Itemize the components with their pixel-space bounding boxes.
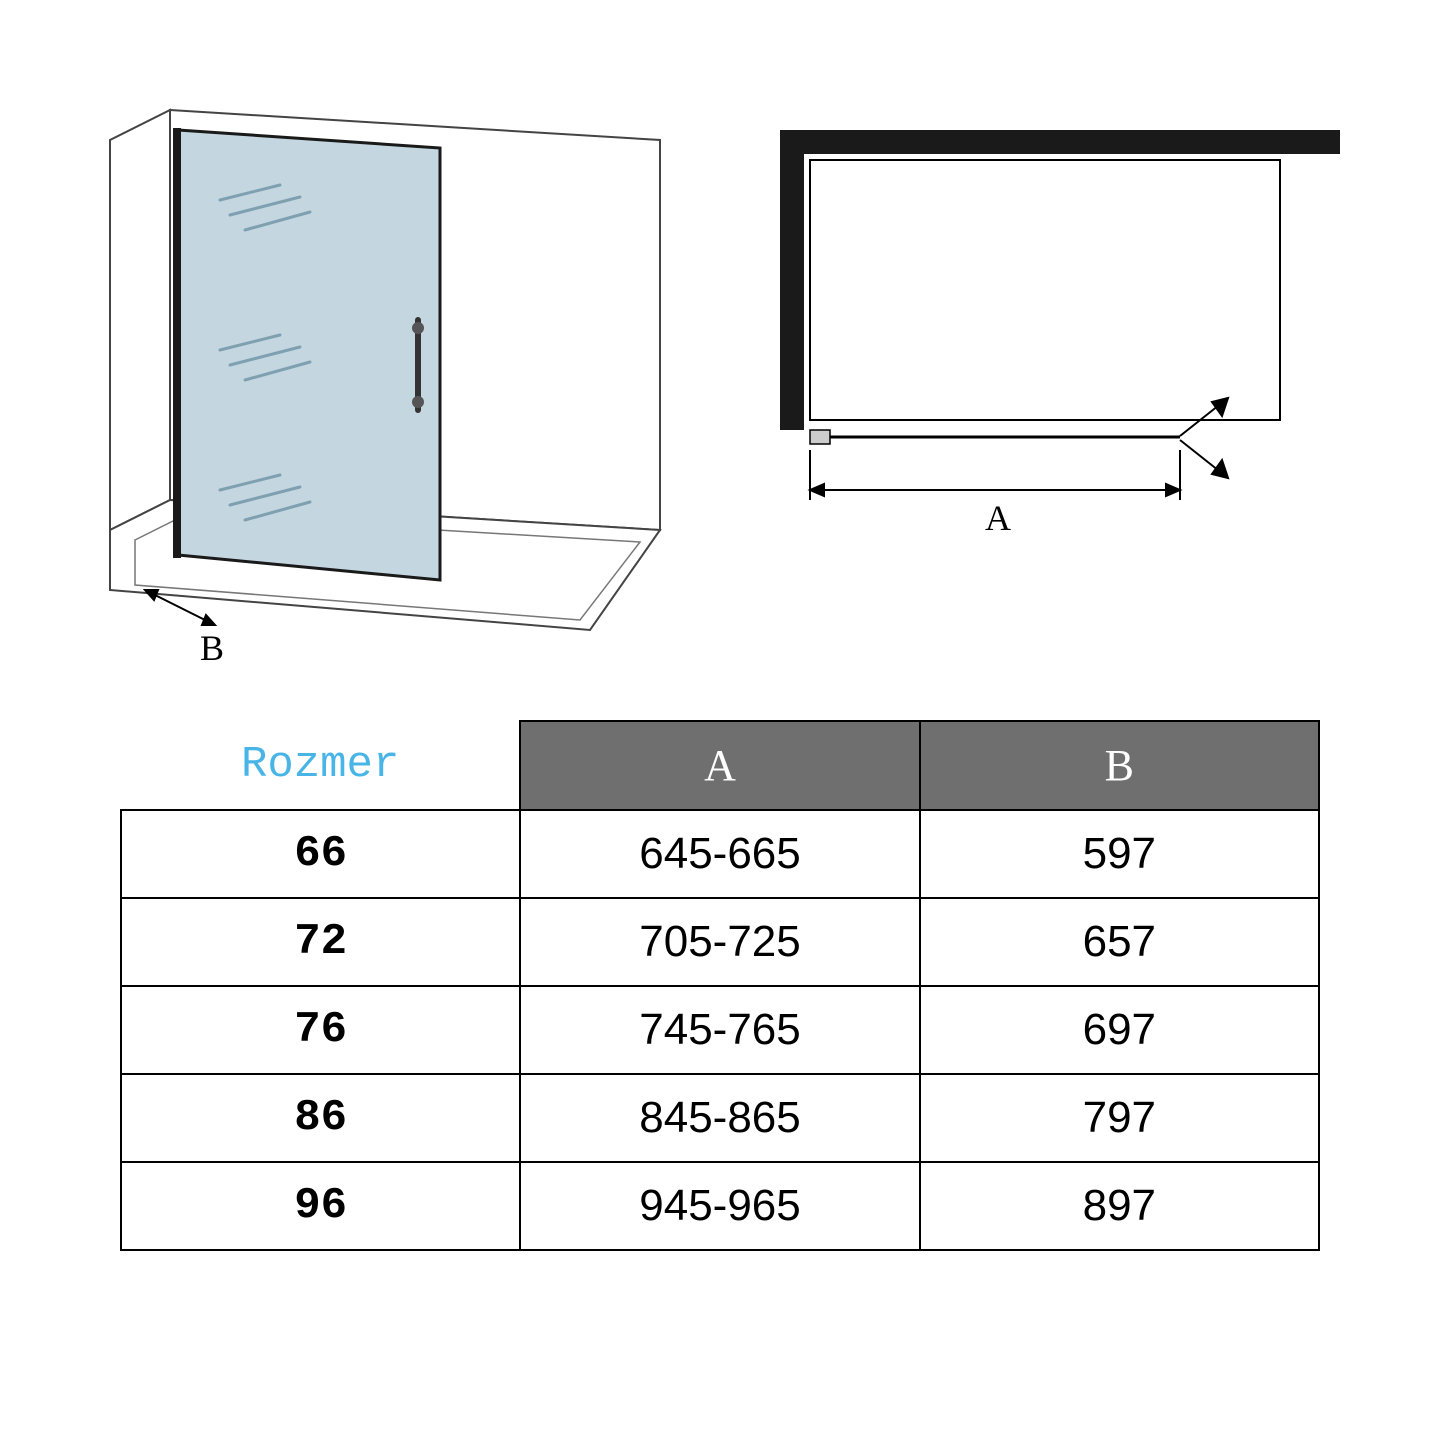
table-body: 66645-66559772705-72565776745-7656978684… (121, 810, 1319, 1250)
cell-b: 697 (920, 986, 1319, 1074)
cell-a: 845-865 (520, 1074, 919, 1162)
plan-dim-a (810, 450, 1180, 500)
cell-b: 657 (920, 898, 1319, 986)
cell-size: 72 (121, 898, 520, 986)
dimension-table: Rozmer A B 66645-66559772705-72565776745… (120, 720, 1320, 1251)
cell-b: 797 (920, 1074, 1319, 1162)
plan-view: A (780, 130, 1340, 538)
cell-size: 96 (121, 1162, 520, 1250)
cell-b: 897 (920, 1162, 1319, 1250)
table-header-row: Rozmer A B (121, 721, 1319, 810)
plan-dim-label: A (985, 498, 1011, 538)
col-header-b: B (920, 721, 1319, 810)
table-row: 76745-765697 (121, 986, 1319, 1074)
col-header-rozmer: Rozmer (121, 721, 520, 810)
iso-view: B (110, 110, 660, 668)
cell-a: 945-965 (520, 1162, 919, 1250)
table-row: 96945-965897 (121, 1162, 1319, 1250)
diagrams-svg: B (0, 50, 1445, 670)
cell-a: 745-765 (520, 986, 919, 1074)
cell-b: 597 (920, 810, 1319, 898)
table-row: 86845-865797 (121, 1074, 1319, 1162)
table-row: 72705-725657 (121, 898, 1319, 986)
cell-size: 66 (121, 810, 520, 898)
diagram-area: B (0, 50, 1445, 670)
cell-a: 645-665 (520, 810, 919, 898)
iso-dim-label: B (200, 628, 224, 668)
table-row: 66645-665597 (121, 810, 1319, 898)
plan-door (810, 398, 1228, 478)
glass-door (173, 128, 440, 580)
cell-size: 86 (121, 1074, 520, 1162)
cell-a: 705-725 (520, 898, 919, 986)
cell-size: 76 (121, 986, 520, 1074)
col-header-a: A (520, 721, 919, 810)
